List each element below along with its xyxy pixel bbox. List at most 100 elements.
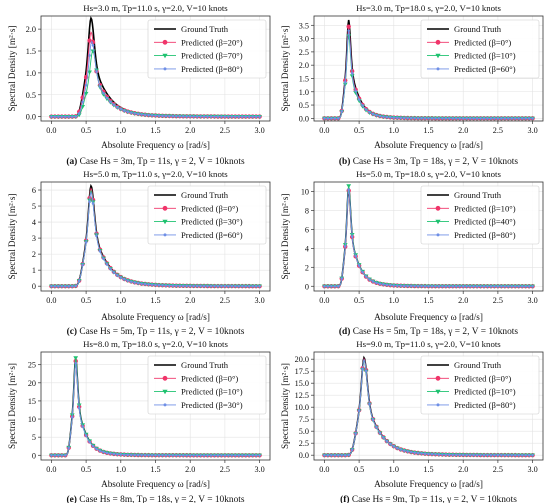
data-point-marker bbox=[416, 284, 420, 288]
data-point-marker bbox=[126, 110, 130, 114]
data-point-marker bbox=[406, 450, 409, 453]
data-point-marker bbox=[406, 284, 409, 288]
data-point-marker bbox=[513, 453, 517, 457]
data-point-marker bbox=[510, 117, 514, 120]
data-point-marker bbox=[181, 284, 185, 288]
subplot-e: 0.0 0.5 1.0 1.5 2.0 2.5 3.0 0 5 10 15 20 25 Ground Tr… bbox=[7, 339, 271, 503]
data-point-marker bbox=[119, 453, 123, 456]
subplot-caption: (f) Case Hs = 9m, Tp = 11s, γ = 2, V = 1… bbox=[340, 494, 517, 503]
data-point-marker bbox=[361, 104, 364, 107]
data-point-marker bbox=[346, 24, 351, 29]
data-point-marker bbox=[175, 114, 178, 118]
data-point-marker bbox=[496, 284, 500, 288]
data-point-marker bbox=[102, 257, 105, 260]
legend-marker bbox=[435, 389, 441, 395]
data-point-marker bbox=[489, 117, 493, 120]
data-point-marker bbox=[53, 453, 57, 457]
data-point-marker bbox=[199, 115, 202, 118]
x-tick-label: 0.0 bbox=[319, 465, 329, 474]
data-point-marker bbox=[95, 70, 98, 73]
legend-marker bbox=[162, 39, 168, 45]
data-point-marker bbox=[206, 453, 209, 457]
caption-text: Case Hs = 3m, Tp = 11s, γ = 2, V = 10kno… bbox=[80, 157, 245, 167]
data-point-marker bbox=[409, 284, 413, 288]
y-tick-label: 10 bbox=[301, 187, 309, 196]
legend-label: Predicted (β=60°) bbox=[181, 230, 243, 240]
data-point-marker bbox=[230, 453, 234, 457]
data-point-marker bbox=[136, 453, 140, 457]
data-point-marker bbox=[105, 262, 109, 266]
data-point-marker bbox=[70, 284, 74, 288]
y-tick-label: 1.0 bbox=[299, 88, 309, 97]
data-point-marker bbox=[448, 284, 451, 288]
legend-marker bbox=[162, 53, 168, 59]
data-point-marker bbox=[95, 234, 98, 238]
y-tick-label: 4 bbox=[305, 244, 309, 253]
data-point-marker bbox=[240, 453, 244, 457]
data-point-marker bbox=[168, 114, 171, 118]
data-point-marker bbox=[84, 434, 88, 437]
data-point-marker bbox=[216, 453, 220, 457]
data-point-marker bbox=[486, 117, 489, 120]
data-point-marker bbox=[76, 113, 82, 118]
data-point-marker bbox=[482, 284, 486, 288]
data-point-marker bbox=[230, 115, 234, 118]
data-point-marker bbox=[389, 283, 392, 287]
data-point-marker bbox=[60, 284, 64, 288]
legend-box bbox=[147, 19, 267, 79]
x-axis-label: Absolute Frequency ω [rad/s] bbox=[374, 479, 483, 489]
data-point-marker bbox=[413, 451, 416, 454]
data-point-marker bbox=[168, 453, 171, 457]
data-point-marker bbox=[202, 284, 206, 288]
legend-label: Ground Truth bbox=[454, 190, 502, 200]
x-tick-label: 0.5 bbox=[354, 126, 364, 135]
data-point-marker bbox=[461, 117, 465, 120]
data-point-marker bbox=[258, 115, 261, 118]
data-point-marker bbox=[482, 117, 486, 120]
data-point-marker bbox=[171, 453, 175, 457]
data-point-marker bbox=[154, 453, 157, 457]
data-point-marker bbox=[220, 115, 223, 118]
x-tick-label: 0.5 bbox=[354, 465, 364, 474]
x-tick-label: 2.0 bbox=[185, 296, 195, 305]
data-point-marker bbox=[90, 39, 96, 45]
data-point-marker bbox=[244, 284, 248, 288]
data-point-marker bbox=[354, 432, 357, 435]
data-point-marker bbox=[192, 284, 195, 288]
caption-letter: (a) bbox=[66, 156, 79, 167]
y-tick-label: 7.5 bbox=[299, 415, 309, 424]
data-point-marker bbox=[454, 117, 458, 120]
data-point-marker bbox=[350, 71, 354, 75]
data-point-marker bbox=[237, 284, 241, 288]
y-tick-label: 5 bbox=[32, 433, 36, 442]
data-point-marker bbox=[434, 284, 437, 288]
data-point-marker bbox=[517, 284, 521, 288]
data-point-marker bbox=[67, 446, 71, 450]
data-point-marker bbox=[195, 115, 199, 118]
x-tick-label: 0.5 bbox=[81, 296, 91, 305]
data-point-marker bbox=[323, 284, 326, 288]
legend-marker bbox=[435, 205, 441, 211]
data-point-marker bbox=[109, 452, 112, 455]
legend-marker bbox=[162, 375, 168, 381]
data-point-marker bbox=[364, 369, 368, 373]
subplot-b: 0.0 0.5 1.0 1.5 2.0 2.5 3.0 0.0 0.5 1.0 1.5 2.0 2.5 3… bbox=[280, 3, 544, 167]
subplot-caption: (c) Case Hs = 5m, Tp = 11s, γ = 2, V = 1… bbox=[67, 326, 245, 337]
data-point-marker bbox=[430, 284, 434, 288]
data-point-marker bbox=[202, 453, 206, 457]
data-point-marker bbox=[133, 112, 136, 115]
y-tick-label: 1.0 bbox=[26, 69, 36, 78]
data-point-marker bbox=[188, 284, 192, 288]
data-point-marker bbox=[357, 264, 361, 267]
data-point-marker bbox=[479, 453, 482, 457]
data-point-marker bbox=[223, 453, 227, 457]
data-point-marker bbox=[486, 284, 489, 288]
chart-title: Hs=3.0 m, Tp=18.0 s, γ=2.0, V=10 knots bbox=[356, 3, 501, 13]
data-point-marker bbox=[402, 116, 406, 120]
data-point-marker bbox=[227, 453, 230, 457]
data-point-marker bbox=[330, 453, 333, 457]
legend-label: Predicted (β=40°) bbox=[454, 217, 516, 227]
data-point-marker bbox=[356, 99, 362, 104]
data-point-marker bbox=[168, 284, 171, 287]
data-point-marker bbox=[427, 452, 430, 456]
